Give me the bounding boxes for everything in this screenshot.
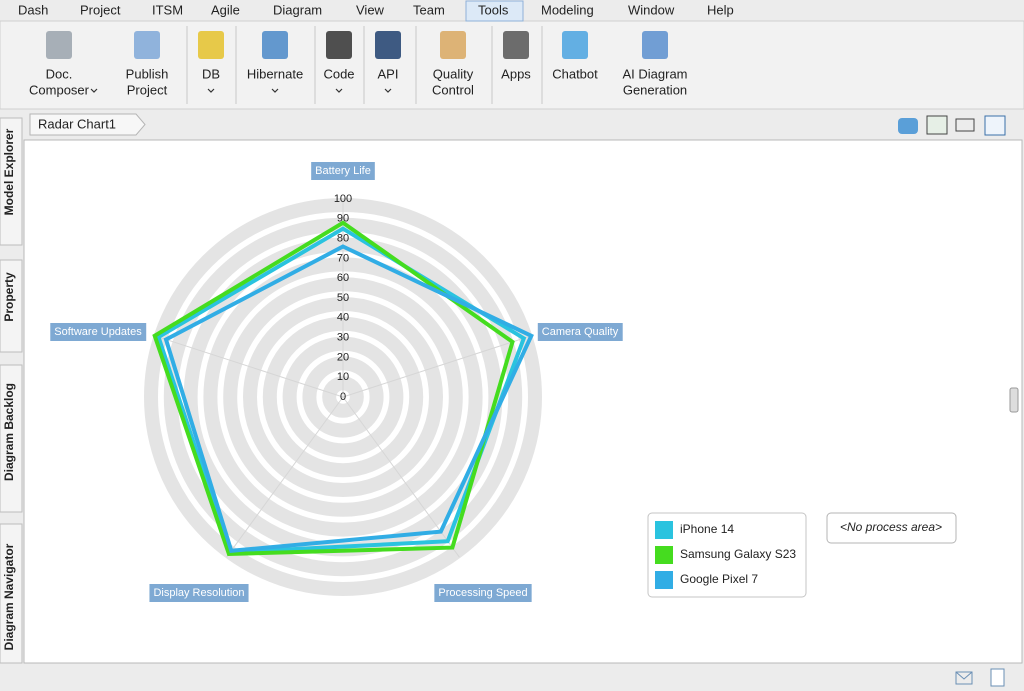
r-tick-label: 70 <box>337 252 349 264</box>
toolbar-label[interactable]: Code <box>323 66 354 81</box>
toolbar-icon[interactable] <box>375 31 401 59</box>
r-tick-label: 20 <box>337 351 349 363</box>
menu-item[interactable]: Agile <box>211 2 240 17</box>
menu-item[interactable]: View <box>356 2 385 17</box>
scroll-handle[interactable] <box>1009 387 1019 413</box>
process-area-box <box>826 512 957 544</box>
axis-label-bg <box>50 323 147 341</box>
side-tab-label[interactable]: Model Explorer <box>2 128 16 215</box>
spoke <box>342 335 532 398</box>
toolbar-icon[interactable] <box>46 31 72 59</box>
menu-item[interactable]: Project <box>80 2 121 17</box>
toolbar-label[interactable]: Control <box>432 82 474 97</box>
menu-item[interactable]: Diagram <box>273 2 322 17</box>
panel-icon[interactable] <box>984 115 1006 136</box>
axis-label: Camera Quality <box>542 326 619 338</box>
r-tick-label: 60 <box>337 272 349 284</box>
axis-label-bg <box>537 323 623 341</box>
toolbar-label[interactable]: Doc. <box>46 66 73 81</box>
mail-icon-flap <box>955 671 973 680</box>
toolbar-label[interactable]: Generation <box>623 82 687 97</box>
menu-item[interactable]: Help <box>707 2 734 17</box>
side-tab-label[interactable]: Diagram Navigator <box>2 543 16 650</box>
process-area-label: <No process area> <box>840 520 942 534</box>
series-polygon <box>152 220 515 557</box>
robot-icon[interactable] <box>898 118 918 134</box>
menu-item[interactable]: Tools <box>478 2 509 17</box>
toolbar-icon[interactable] <box>440 31 466 59</box>
dropdown-arrow[interactable] <box>271 88 279 93</box>
toolbar-label[interactable]: Quality <box>433 66 474 81</box>
legend-swatch <box>655 521 673 539</box>
toolbar-icon[interactable] <box>642 31 668 59</box>
breadcrumb[interactable]: Radar Chart1 <box>38 116 116 131</box>
series-polygon <box>163 244 534 553</box>
fit-icon[interactable] <box>955 118 975 132</box>
axis-label-bg <box>149 584 249 602</box>
menu-item[interactable]: Dash <box>18 2 48 17</box>
legend-label: Samsung Galaxy S23 <box>680 547 796 561</box>
r-tick-label: 90 <box>337 213 349 225</box>
toolbar-icon[interactable] <box>562 31 588 59</box>
toolbar-icon[interactable] <box>198 31 224 59</box>
dropdown-arrow[interactable] <box>207 88 215 93</box>
note-icon[interactable] <box>990 668 1005 687</box>
side-tab[interactable] <box>0 117 23 246</box>
r-tick-label: 50 <box>337 292 349 304</box>
side-tab-label[interactable]: Diagram Backlog <box>2 383 16 481</box>
toolbar-label[interactable]: Hibernate <box>247 66 303 81</box>
toolbar-label[interactable]: Chatbot <box>552 66 598 81</box>
side-tab-label[interactable]: Property <box>2 272 16 322</box>
toolbar-label[interactable]: Apps <box>501 66 531 81</box>
side-tab[interactable] <box>0 523 23 664</box>
menu-item[interactable]: Modeling <box>541 2 594 17</box>
axis-label-bg <box>311 162 375 180</box>
legend-label: iPhone 14 <box>680 522 734 536</box>
toolbar-label[interactable]: Composer <box>29 82 90 97</box>
announce-icon[interactable] <box>926 115 948 135</box>
toolbar-label[interactable]: AI Diagram <box>622 66 687 81</box>
axis-label-bg <box>434 584 532 602</box>
menu-item[interactable]: Team <box>413 2 445 17</box>
side-tab[interactable] <box>0 364 23 513</box>
toolbar-icon[interactable] <box>134 31 160 59</box>
toolbar-icon[interactable] <box>503 31 529 59</box>
axis-label: Battery Life <box>315 165 371 177</box>
axis-label: Display Resolution <box>153 587 244 599</box>
mail-icon[interactable] <box>955 671 973 685</box>
spoke <box>226 396 344 558</box>
spoke <box>154 335 344 398</box>
toolbar-icon[interactable] <box>326 31 352 59</box>
legend-swatch <box>655 571 673 589</box>
legend-swatch <box>655 546 673 564</box>
toolbar-label[interactable]: API <box>378 66 399 81</box>
toolbar-icon[interactable] <box>262 31 288 59</box>
menu-item[interactable]: ITSM <box>152 2 183 17</box>
r-tick-label: 100 <box>334 193 352 205</box>
r-tick-label: 40 <box>337 312 349 324</box>
r-tick-label: 0 <box>340 391 346 403</box>
toolbar-label[interactable]: Publish <box>126 66 169 81</box>
status-bar <box>0 664 1024 691</box>
dropdown-arrow[interactable] <box>335 88 343 93</box>
toolbar-label[interactable]: Project <box>127 82 168 97</box>
active-menu-highlight <box>465 0 524 22</box>
side-tab[interactable] <box>0 259 23 353</box>
legend-label: Google Pixel 7 <box>680 572 758 586</box>
legend-box <box>647 512 807 598</box>
toolbar-label[interactable]: DB <box>202 66 220 81</box>
r-tick-label: 80 <box>337 233 349 245</box>
axis-label: Processing Speed <box>438 587 527 599</box>
dropdown-arrow[interactable] <box>384 88 392 93</box>
r-tick-label: 30 <box>337 332 349 344</box>
dropdown-arrow[interactable] <box>90 88 98 93</box>
axis-label: Software Updates <box>54 326 142 338</box>
r-tick-label: 10 <box>337 371 349 383</box>
menu-item[interactable]: Window <box>628 2 675 17</box>
breadcrumb-box[interactable] <box>29 113 146 136</box>
